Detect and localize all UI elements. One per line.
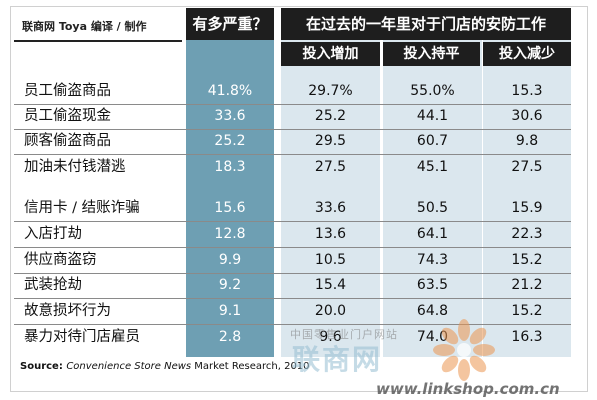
source-publication: Convenience Store News [66,361,192,372]
watermark-url: www.linkshop.com.cn [376,380,560,398]
row-label: 信用卡 / 结账诈骗 [24,200,140,216]
row-label: 暴力对待门店雇员 [24,329,140,345]
same-value: 50.5 [416,200,449,216]
severity-value: 9.2 [218,277,242,293]
decrease-value: 15.2 [511,303,543,319]
severity-value: 41.8% [207,83,253,99]
security-group-header: 在过去的一年里对于门店的安防工作 [281,8,571,40]
severity-value: 15.6 [214,200,246,216]
row-label: 顾客偷盗商品 [24,133,111,149]
row-divider [14,104,571,105]
watermark-tagline: 中国零售业门户网站 [290,328,398,341]
linkshop-flower-logo [433,319,495,381]
decrease-value: 22.3 [511,226,543,242]
severity-value: 9.1 [218,303,242,319]
row-divider [14,324,571,325]
increase-value: 29.7% [308,83,353,99]
same-value: 55.0% [410,83,455,99]
row-label: 员工偷盗商品 [24,83,111,99]
severity-header: 有多严重？ [186,8,274,40]
severity-value: 9.9 [218,252,242,268]
decrease-value: 16.3 [511,329,543,345]
source-prefix: Source: [20,361,67,372]
severity-value: 33.6 [214,108,246,124]
severity-value: 25.2 [214,133,246,149]
severity-value: 12.8 [214,226,246,242]
row-divider [14,273,571,274]
decrease-value: 15.2 [511,252,543,268]
severity-value: 18.3 [214,159,246,175]
same-value: 45.1 [416,159,449,175]
increase-value: 27.5 [314,159,347,175]
increase-value: 33.6 [314,200,347,216]
increase-value: 25.2 [314,108,347,124]
row-label: 武装抢劫 [24,277,82,293]
same-value: 64.8 [416,303,449,319]
decrease-header: 投入减少 [483,42,571,66]
row-divider [14,129,571,130]
decrease-value: 21.2 [511,277,543,293]
severity-value: 2.8 [218,329,242,345]
watermark-brand: 联商网 [292,343,383,376]
same-value: 74.0 [416,329,449,345]
decrease-value: 30.6 [511,108,543,124]
row-label: 加油未付钱潜逃 [24,159,126,175]
decrease-value: 15.9 [511,200,543,216]
source-suffix: Market Research, 2010 [191,361,310,372]
same-value: 74.3 [416,252,449,268]
same-value: 60.7 [416,133,449,149]
increase-value: 9.6 [319,329,342,345]
same-header: 投入持平 [383,42,480,66]
row-divider [14,247,571,248]
row-divider [14,298,571,299]
increase-value: 13.6 [314,226,347,242]
increase-value: 29.5 [314,133,347,149]
decrease-value: 15.3 [511,83,543,99]
credit-rule [14,40,182,42]
same-value: 64.1 [416,226,449,242]
source-note: Source: Convenience Store News Market Re… [20,361,310,372]
row-label: 入店打劫 [24,226,82,242]
decrease-value: 27.5 [511,159,543,175]
same-value: 63.5 [416,277,449,293]
row-divider [14,221,571,222]
same-value: 44.1 [416,108,449,124]
decrease-value: 9.8 [515,133,539,149]
row-label: 员工偷盗现金 [24,108,111,124]
increase-value: 15.4 [314,277,347,293]
row-label: 故意损坏行为 [24,303,111,319]
credit-label: 联商网 Toya 编译 / 制作 [22,20,147,33]
increase-value: 20.0 [314,303,347,319]
row-label: 供应商盗窃 [24,252,97,268]
increase-value: 10.5 [314,252,347,268]
increase-header: 投入增加 [281,42,380,66]
row-divider [14,154,571,155]
